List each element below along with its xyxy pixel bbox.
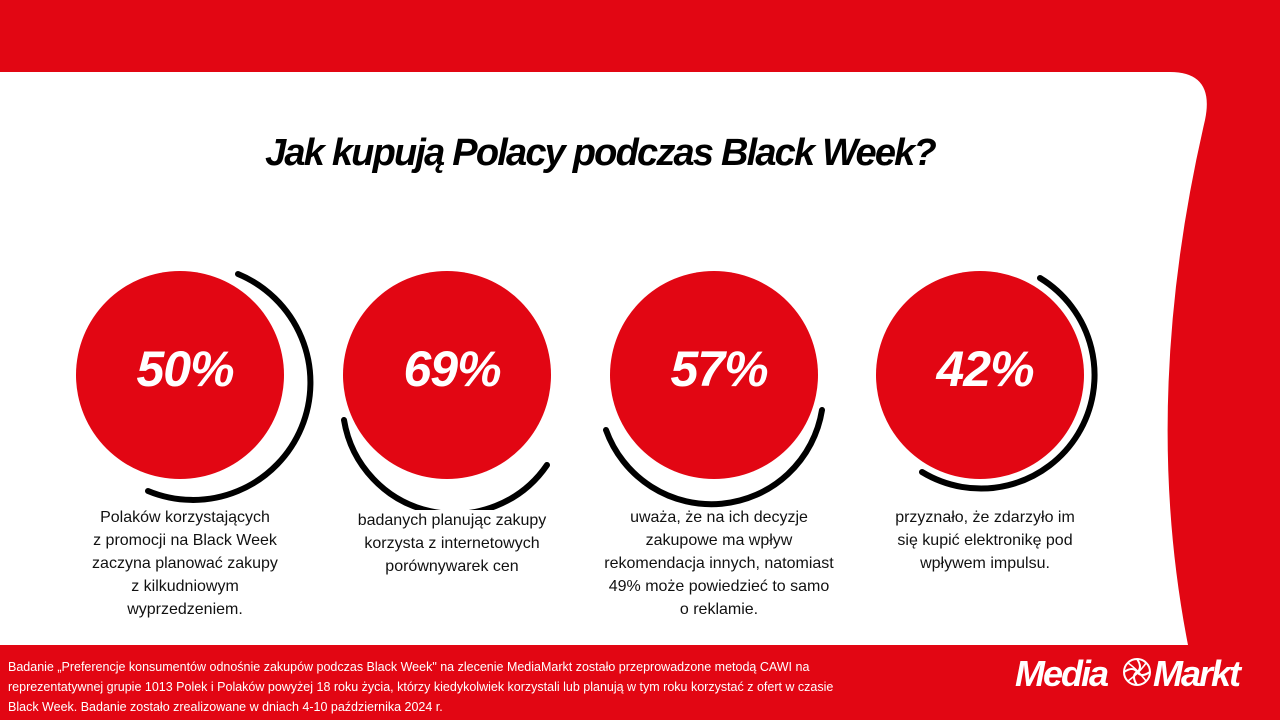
stat-card-recommendations: 57% uważa, że na ich decyzje zakupowe ma…: [584, 0, 854, 720]
stat-value: 42%: [936, 341, 1034, 397]
mediamarkt-logo: Media Markt: [1015, 653, 1245, 694]
stat-description: uważa, że na ich decyzje zakupowe ma wpł…: [604, 509, 834, 618]
stat-description: przyznało, że zdarzyło im się kupić elek…: [895, 509, 1075, 572]
stat-value: 50%: [136, 341, 234, 397]
stat-value: 69%: [403, 341, 501, 397]
mediamarkt-swirl-icon: [1123, 658, 1151, 686]
stat-card-price-comparison: 69% badanych planując zakupy korzysta z …: [317, 0, 587, 720]
percentage-ring: [603, 271, 825, 508]
percentage-ring: [341, 271, 551, 510]
percentage-ring: [76, 271, 314, 503]
survey-footnote: Badanie „Preferencje konsumentów odnośni…: [8, 660, 834, 714]
svg-text:Markt: Markt: [1153, 653, 1243, 694]
svg-text:Media: Media: [1015, 653, 1108, 694]
percentage-ring: [876, 271, 1098, 492]
stat-description: badanych planując zakupy korzysta z inte…: [357, 512, 547, 575]
page-title: Jak kupują Polacy podczas Black Week?: [265, 132, 937, 174]
stat-value: 57%: [670, 341, 768, 397]
stat-description: Polaków korzystających z promocji na Bla…: [92, 509, 278, 618]
stat-card-impulse: 42% przyznało, że zdarzyło im się kupić …: [850, 0, 1120, 720]
stat-card-planning: 50% Polaków korzystających z promocji na…: [50, 0, 320, 720]
